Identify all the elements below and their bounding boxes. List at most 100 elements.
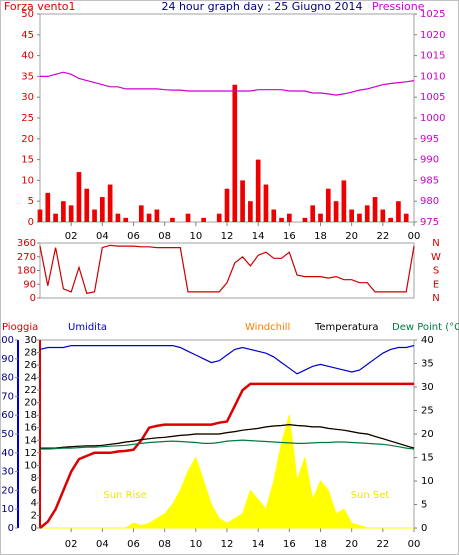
y-tick-label: 2 (31, 510, 37, 521)
x-tick-label: 06 (127, 231, 140, 242)
compass-label: E (433, 279, 439, 290)
wind-bar (92, 209, 97, 222)
y-tick-label: 100 (0, 335, 14, 346)
legend-entry: Temperatura (314, 322, 379, 333)
y-tick-label: 90 (1, 354, 14, 365)
y-tick-label: 30 (24, 335, 37, 346)
wind-bar (263, 184, 269, 222)
y-tick-label: 20 (21, 134, 34, 145)
wind-label: Forza vento1 (4, 0, 76, 13)
wind-bar (146, 213, 152, 222)
y-tick-label: 35 (421, 359, 434, 370)
y-tick-label: 1020 (420, 30, 445, 41)
wind-bar (341, 180, 347, 222)
y-tick-label: 6 (31, 485, 37, 496)
wind-bar (286, 213, 292, 222)
x-tick-label: 12 (221, 539, 234, 550)
wind-bar (302, 217, 308, 222)
annotation: Sun Rise (103, 490, 146, 501)
x-tick-label: 06 (127, 539, 140, 550)
wind-bar (232, 84, 238, 222)
x-tick-label: 16 (283, 231, 296, 242)
wind-bar (325, 188, 331, 222)
y-tick-label: 10 (21, 175, 34, 186)
wind-bar (310, 205, 316, 222)
y-tick-label: 12 (24, 448, 37, 459)
wind-bar (37, 209, 43, 222)
y-tick-label: 1015 (420, 51, 445, 62)
y-tick-label: 20 (1, 485, 14, 496)
y-tick-label: 22 (24, 385, 37, 396)
y-tick-label: 30 (421, 382, 434, 393)
y-tick-label: 40 (1, 448, 14, 459)
plot-frame (39, 13, 415, 223)
y-tick-label: 18 (24, 410, 37, 421)
wind-bar (154, 209, 160, 222)
wind-bar (255, 159, 261, 222)
y-tick-label: 28 (24, 348, 37, 359)
wind-bar (364, 205, 370, 222)
wind-bar (216, 213, 222, 222)
wind-bar (357, 213, 362, 222)
wind-bar (76, 172, 82, 222)
wind-bar (240, 180, 245, 222)
x-tick-label: 10 (189, 539, 202, 550)
compass-label: W (431, 252, 441, 263)
y-tick-label: 180 (17, 266, 36, 277)
y-tick-label: 14 (24, 435, 37, 446)
y-tick-label: 5 (421, 500, 427, 511)
y-tick-label: 10 (1, 504, 14, 515)
y-tick-label: 1025 (420, 9, 445, 20)
x-tick-label: 04 (96, 539, 109, 550)
y-tick-label: 15 (21, 155, 34, 166)
wind-bar (224, 188, 230, 222)
x-tick-label: 22 (376, 231, 389, 242)
series-line (40, 439, 415, 450)
y-tick-label: 40 (21, 51, 34, 62)
wind-bar (61, 201, 66, 222)
y-tick-label: 30 (21, 92, 34, 103)
wind-bar (333, 201, 339, 222)
wind-bar (170, 217, 175, 222)
x-tick-label: 14 (252, 231, 265, 242)
y-tick-label: 10 (24, 460, 37, 471)
wind-bar (84, 188, 90, 222)
y-tick-label: 16 (24, 423, 37, 434)
wind-bar (123, 217, 129, 222)
y-tick-label: 1005 (420, 92, 445, 103)
y-tick-label: 4 (31, 498, 37, 509)
wind-bar (396, 201, 401, 222)
y-tick-label: 975 (420, 217, 439, 228)
solar-area (40, 415, 414, 529)
y-tick-label: 45 (21, 30, 34, 41)
y-tick-label: 0 (30, 293, 36, 304)
y-tick-label: 995 (420, 134, 439, 145)
wind-bar (279, 217, 284, 222)
wind-bar (403, 213, 409, 222)
y-tick-label: 50 (1, 429, 14, 440)
x-tick-label: 18 (314, 231, 327, 242)
compass-label: N (432, 293, 439, 304)
wind-bar (248, 201, 253, 222)
x-tick-label: 04 (96, 231, 109, 242)
y-tick-label: 50 (21, 9, 34, 20)
y-tick-label: 15 (421, 453, 434, 464)
x-tick-label: 08 (158, 231, 171, 242)
pressure-label: Pressione (372, 0, 425, 13)
wind-bar (185, 213, 191, 222)
series-line (39, 382, 414, 529)
wind-bar (99, 197, 105, 222)
wind-bar (68, 205, 74, 222)
legend-entry: Umidita (68, 322, 107, 333)
y-tick-label: 0 (8, 523, 14, 534)
x-tick-label: 00 (408, 231, 421, 242)
y-tick-label: 25 (421, 406, 434, 417)
x-tick-label: 20 (345, 231, 358, 242)
wind-bar (380, 209, 386, 222)
series-line (39, 244, 415, 295)
x-tick-label: 12 (221, 231, 234, 242)
wind-bar (53, 213, 58, 222)
y-tick-label: 30 (1, 467, 14, 478)
x-tick-label: 02 (65, 539, 78, 550)
wind-bar (388, 217, 393, 222)
